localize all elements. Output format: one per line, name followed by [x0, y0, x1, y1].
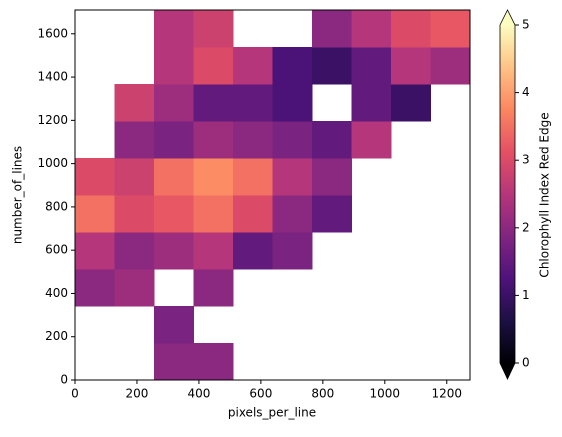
cell	[114, 269, 155, 307]
y-tick-label: 200	[45, 329, 68, 343]
y-tick-label: 600	[45, 243, 68, 257]
cell	[233, 121, 273, 159]
cell	[430, 10, 471, 48]
cell	[193, 232, 234, 270]
cell	[351, 47, 392, 85]
y-tick-label: 1000	[37, 156, 68, 170]
cell	[154, 47, 194, 85]
colorbar-extend-bottom	[500, 363, 515, 379]
colorbar-tick-label: 5	[522, 18, 530, 32]
cell	[272, 232, 313, 270]
cell	[233, 195, 273, 233]
cell	[154, 121, 194, 159]
colorbar-tick-label: 4	[522, 85, 530, 99]
cell	[154, 158, 194, 196]
cell	[391, 10, 431, 48]
colorbar	[500, 25, 515, 363]
y-tick-label: 1600	[37, 26, 68, 40]
cell	[114, 121, 155, 159]
cell	[272, 84, 313, 122]
x-tick-label: 400	[187, 387, 210, 401]
cell	[193, 269, 234, 307]
cell	[193, 84, 234, 122]
cell	[272, 195, 313, 233]
cell	[114, 158, 155, 196]
cell	[193, 158, 234, 196]
cell	[312, 121, 352, 159]
cell	[430, 47, 471, 85]
plot-frame	[74, 9, 471, 381]
x-axis-label: pixels_per_line	[228, 406, 316, 420]
cell	[75, 195, 115, 233]
cell	[114, 195, 155, 233]
cell	[154, 10, 194, 48]
cell	[75, 269, 115, 307]
cell	[233, 47, 273, 85]
cell	[312, 47, 352, 85]
cell	[193, 10, 234, 48]
cell	[114, 84, 155, 122]
cell	[154, 306, 194, 344]
cell	[114, 232, 155, 270]
cell	[312, 195, 352, 233]
cell	[193, 343, 234, 381]
colorbar-tick-label: 1	[522, 288, 530, 302]
x-tick-label: 200	[126, 387, 149, 401]
cell	[193, 47, 234, 85]
cell	[272, 158, 313, 196]
colorbar-label: Chlorophyll Index Red Edge	[538, 112, 552, 277]
cell	[75, 232, 115, 270]
cell	[351, 84, 392, 122]
cell	[154, 195, 194, 233]
cell	[391, 84, 431, 122]
colorbar-tick-label: 3	[522, 153, 530, 167]
colorbar-tick-label: 2	[522, 220, 530, 234]
y-tick-label: 1400	[37, 70, 68, 84]
cell	[272, 121, 313, 159]
cell	[233, 158, 273, 196]
cell	[351, 10, 392, 48]
y-axis-label: number_of_lines	[11, 146, 25, 244]
cell	[154, 84, 194, 122]
x-tick-label: 600	[249, 387, 272, 401]
x-tick-label: 1000	[370, 387, 401, 401]
cell	[351, 121, 392, 159]
colorbar-extend-top	[500, 10, 515, 25]
cell	[312, 10, 352, 48]
y-tick-label: 400	[45, 286, 68, 300]
cell	[391, 47, 431, 85]
cell	[154, 343, 194, 381]
y-tick-label: 800	[45, 199, 68, 213]
y-tick-label: 1200	[37, 113, 68, 127]
cell	[75, 158, 115, 196]
cell	[193, 195, 234, 233]
x-tick-label: 800	[311, 387, 334, 401]
cell	[233, 84, 273, 122]
x-tick-label: 0	[71, 387, 79, 401]
cell	[233, 232, 273, 270]
cell	[193, 121, 234, 159]
y-tick-label: 0	[60, 373, 68, 387]
cell	[154, 232, 194, 270]
cell	[312, 158, 352, 196]
x-tick-label: 1200	[431, 387, 462, 401]
colorbar-tick-label: 0	[522, 356, 530, 370]
cell	[272, 47, 313, 85]
